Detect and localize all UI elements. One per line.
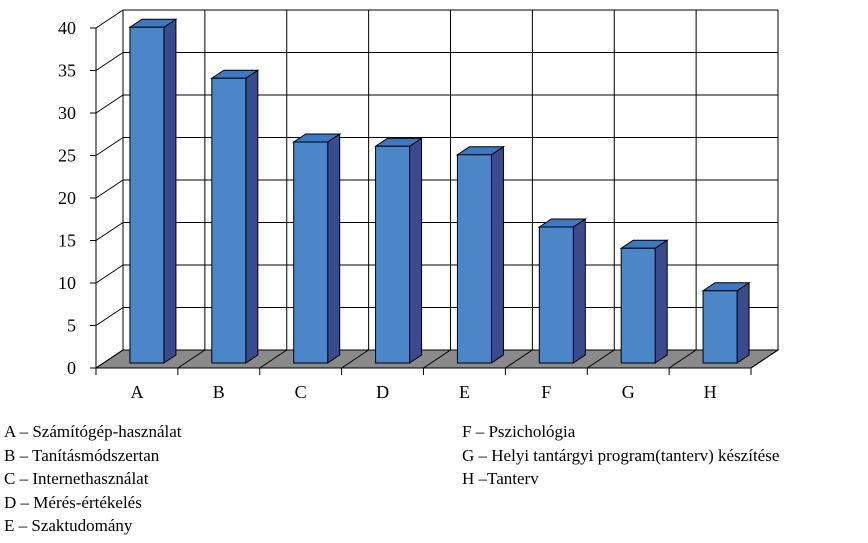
bar-side	[654, 239, 668, 364]
bar-side	[163, 18, 177, 364]
legend-item-b: B – Tanításmódszertan	[4, 445, 160, 465]
legend-item-h: H –Tanterv	[462, 469, 539, 488]
y-tick-label: 5	[67, 316, 76, 336]
x-tick-label: A	[130, 382, 143, 402]
legend-item-c: C – Internethasználat	[4, 469, 149, 488]
bar	[293, 141, 329, 364]
gridline-side	[95, 307, 124, 326]
x-tick-label: D	[376, 382, 389, 402]
bar-side	[572, 218, 586, 364]
y-tick-label: 0	[67, 358, 76, 378]
legend-item-f: F – Pszichológia	[462, 422, 576, 441]
bar	[129, 26, 165, 364]
gridline-side	[95, 9, 124, 29]
bar	[211, 77, 247, 364]
bar-side	[736, 281, 750, 364]
floor-divider	[177, 349, 206, 369]
gridline-side	[95, 179, 124, 199]
x-tick-label: G	[622, 382, 635, 402]
floor-divider	[586, 349, 615, 369]
floor-divider	[423, 349, 451, 369]
x-tick-label: C	[295, 382, 307, 402]
legend-right: F – Pszichológia G – Helyi tantárgyi pro…	[462, 420, 779, 491]
gridline-side	[95, 264, 124, 284]
y-tick-label: 10	[58, 273, 76, 293]
gridline-side	[95, 94, 124, 114]
floor-divider	[95, 349, 124, 369]
y-tick-label: 15	[58, 231, 76, 251]
bar	[620, 247, 656, 364]
y-tick-label: 30	[58, 103, 76, 123]
legend-item-a: A – Számítógép-használat	[4, 422, 182, 441]
bar-side	[327, 133, 341, 364]
bar	[456, 154, 492, 364]
gridline-side	[95, 52, 124, 71]
floor-divider	[505, 349, 533, 369]
y-tick-label: 20	[58, 188, 76, 208]
x-tick-label: H	[704, 382, 717, 402]
x-tick-label: F	[541, 382, 551, 402]
x-tick-label: B	[213, 382, 225, 402]
gridline-side	[95, 137, 124, 156]
bar	[375, 145, 411, 364]
bar-side	[490, 145, 504, 364]
bar	[538, 226, 574, 364]
legend-left: A – Számítógép-használat B – Tanításmóds…	[4, 420, 182, 538]
floor-divider	[668, 349, 697, 369]
floor-divider	[341, 349, 369, 369]
y-tick-label: 35	[58, 61, 76, 81]
y-tick-label: 40	[58, 18, 76, 38]
legend-item-e: E – Szaktudomány	[4, 516, 133, 535]
x-tick-label: E	[459, 382, 470, 402]
legend-item-d: D – Mérés-értékelés	[4, 492, 142, 512]
legend-item-g: G – Helyi tantárgyi program(tanterv) kés…	[462, 445, 780, 465]
floor-divider	[750, 349, 779, 369]
floor-divider	[259, 349, 288, 369]
bar	[702, 290, 738, 364]
y-tick-label: 25	[58, 146, 76, 166]
gridline-side	[95, 222, 124, 241]
bar-side	[409, 137, 423, 364]
bar-side	[245, 69, 259, 364]
